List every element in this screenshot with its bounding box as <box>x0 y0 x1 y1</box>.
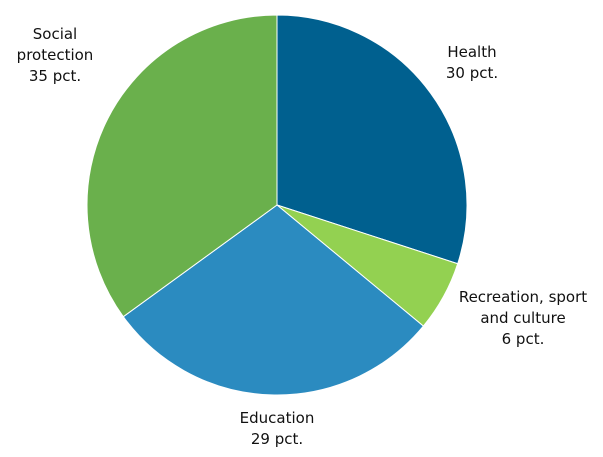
slice-label: Social protection 35 pct. <box>8 24 103 87</box>
value-label: 6 pct. <box>501 330 545 348</box>
category-label: Recreation, sport and culture <box>458 288 588 327</box>
value-label: 29 pct. <box>250 430 304 448</box>
slice-label: Health 30 pct. <box>412 42 532 84</box>
slice-label: Education 29 pct. <box>207 408 347 450</box>
category-label: Health <box>447 43 497 61</box>
value-label: 35 pct. <box>28 67 82 85</box>
category-label: Social protection <box>16 25 94 64</box>
pie-slice <box>122 204 425 396</box>
pie-slice <box>86 14 278 318</box>
slice-label: Recreation, sport and culture 6 pct. <box>453 287 593 350</box>
value-label: 30 pct. <box>445 64 499 82</box>
pie-slice <box>276 14 468 265</box>
category-label: Education <box>239 409 315 427</box>
